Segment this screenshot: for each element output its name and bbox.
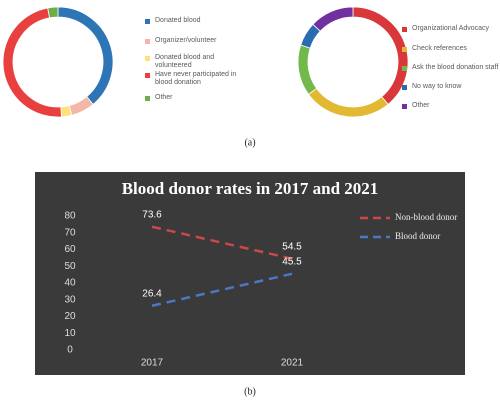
legend-label: No way to know bbox=[412, 83, 462, 90]
donut-slice bbox=[352, 6, 409, 105]
legend-item: Organizer/volunteer bbox=[145, 37, 245, 45]
legend-item: No way to know bbox=[402, 83, 500, 91]
y-tick-label: 80 bbox=[64, 211, 76, 222]
legend-swatch bbox=[145, 95, 150, 101]
legend-item: Organizational Advocacy bbox=[402, 25, 500, 33]
legend-label: Ask the blood donation staff bbox=[412, 64, 499, 71]
legend-label: Blood donor bbox=[395, 231, 440, 241]
y-tick-label: 30 bbox=[64, 294, 76, 305]
y-tick-label: 40 bbox=[64, 278, 76, 289]
legend-swatch bbox=[402, 46, 407, 52]
donut-slice bbox=[68, 96, 94, 116]
y-tick-label: 0 bbox=[67, 345, 73, 356]
legend-item: Donated blood and volunteered bbox=[145, 54, 245, 70]
legend-item: Other bbox=[145, 94, 245, 102]
donut-slice bbox=[297, 44, 318, 95]
donut-slice bbox=[57, 6, 114, 105]
legend-label: Organizational Advocacy bbox=[412, 25, 490, 32]
donut-slice bbox=[312, 6, 354, 32]
data-label: 73.6 bbox=[142, 209, 162, 220]
legend-swatch bbox=[145, 55, 150, 61]
y-tick-label: 10 bbox=[64, 328, 76, 339]
legend-label: Check references bbox=[412, 45, 467, 52]
chart-background bbox=[35, 172, 465, 375]
data-label: 45.5 bbox=[282, 256, 302, 267]
legend-swatch bbox=[402, 103, 407, 109]
legend-label: Non-blood donor bbox=[395, 212, 457, 222]
y-tick-label: 50 bbox=[64, 261, 76, 272]
legend-swatch bbox=[402, 26, 407, 32]
legend-swatch bbox=[145, 38, 150, 44]
legend-item: Donated blood bbox=[145, 17, 245, 25]
donut-slice bbox=[2, 7, 62, 118]
legend-label: Other bbox=[412, 102, 430, 109]
y-tick-label: 70 bbox=[64, 227, 76, 238]
x-tick-label: 2021 bbox=[281, 358, 304, 369]
legend-swatch bbox=[402, 84, 407, 90]
donut-slice bbox=[307, 87, 389, 118]
legend-item: Other bbox=[402, 102, 500, 110]
legend-item: Ask the blood donation staff bbox=[402, 64, 500, 72]
donut-slice bbox=[47, 6, 59, 19]
legend-label: Donated blood bbox=[155, 17, 201, 24]
data-label: 54.5 bbox=[282, 241, 302, 252]
legend-label: Other bbox=[155, 94, 173, 101]
y-tick-label: 20 bbox=[64, 311, 76, 322]
caption: (a) bbox=[244, 137, 255, 148]
x-tick-label: 2017 bbox=[141, 358, 164, 369]
legend-label: Organizer/volunteer bbox=[155, 37, 217, 44]
caption: (b) bbox=[244, 386, 256, 397]
legend-label: Have never participated in blood donatio… bbox=[155, 71, 237, 86]
chart-title: Blood donor rates in 2017 and 2021 bbox=[122, 179, 379, 198]
legend-swatch bbox=[145, 72, 150, 78]
legend-label: Donated blood and volunteered bbox=[155, 54, 215, 69]
legend-swatch bbox=[402, 65, 407, 71]
y-tick-label: 60 bbox=[64, 244, 76, 255]
legend-swatch bbox=[145, 18, 150, 24]
line bbox=[151, 225, 293, 260]
data-label: 26.4 bbox=[142, 288, 162, 299]
line bbox=[151, 272, 293, 307]
legend-item: Check references bbox=[402, 45, 500, 53]
legend-item: Have never participated in blood donatio… bbox=[145, 71, 245, 87]
